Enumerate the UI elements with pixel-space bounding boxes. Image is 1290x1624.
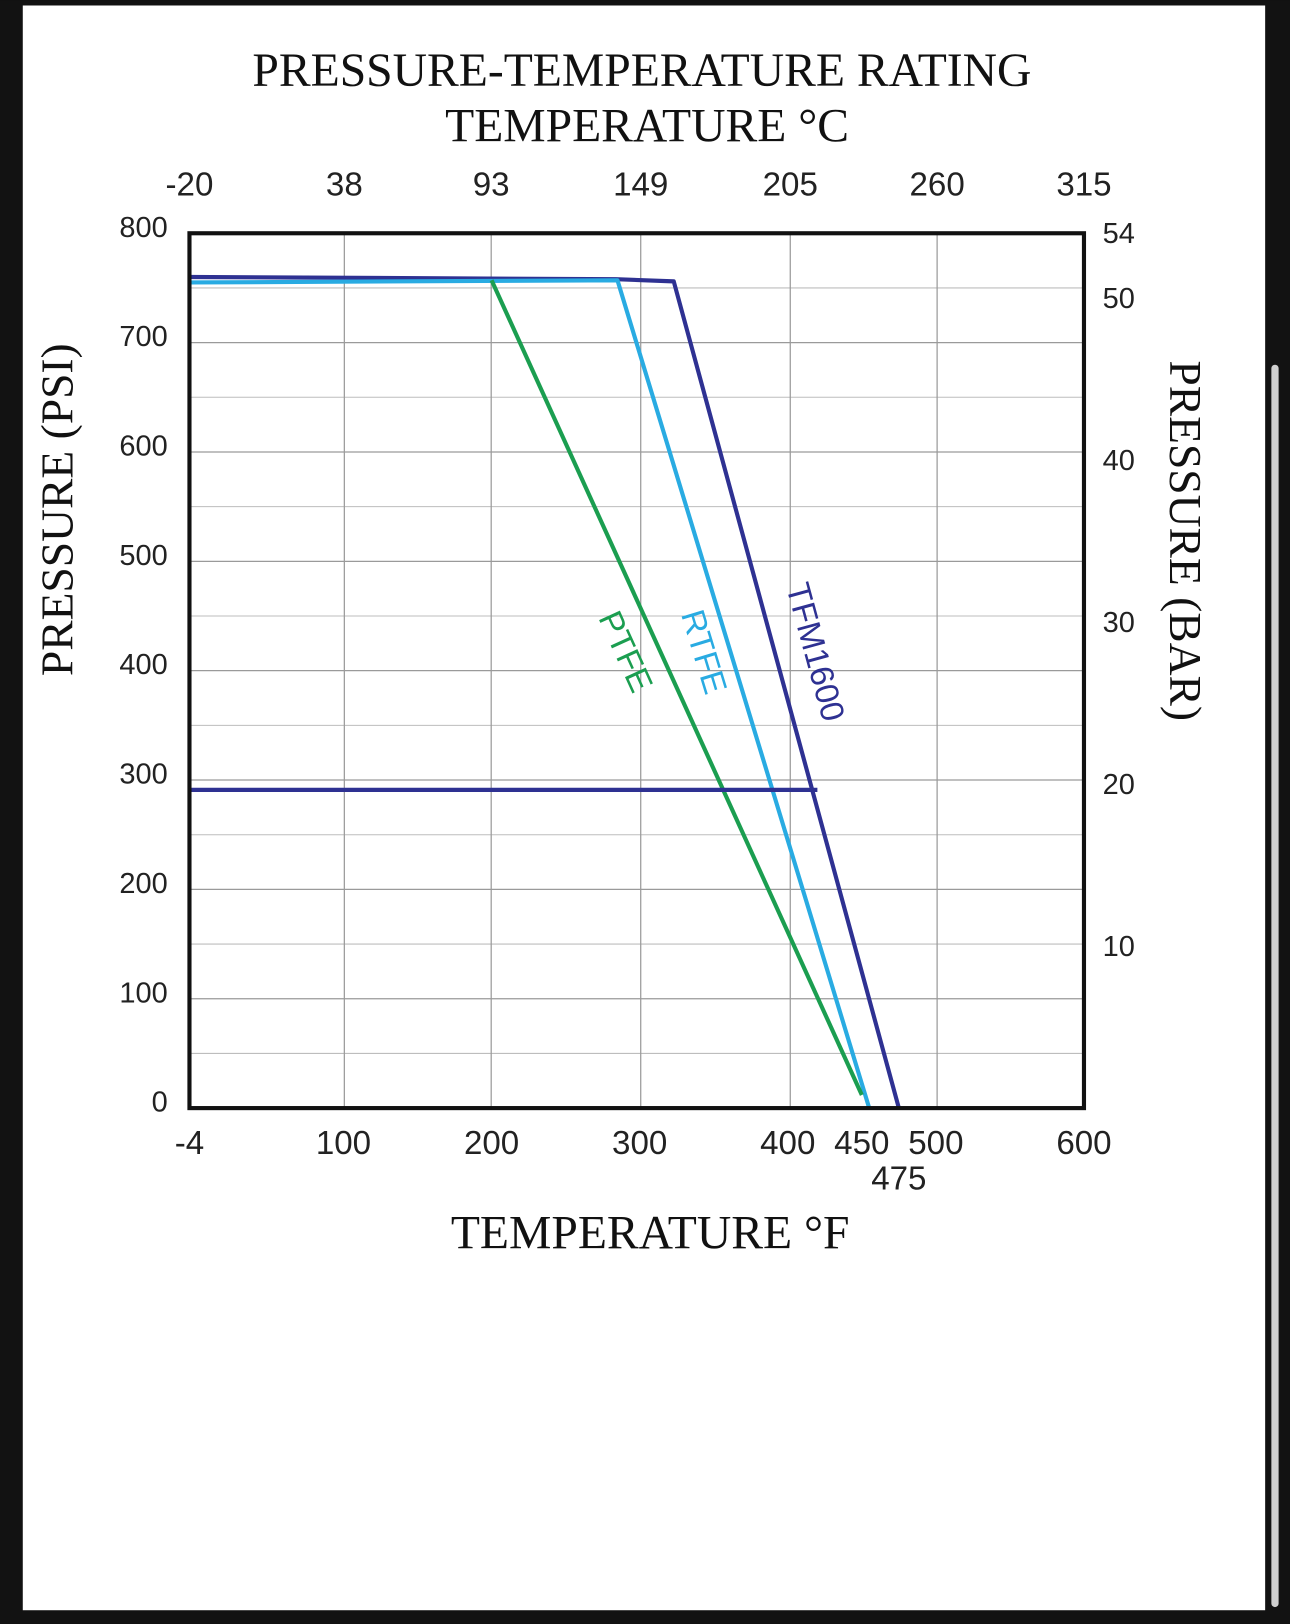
- x-tick-label: -4: [175, 1125, 204, 1162]
- chart-title: PRESSURE-TEMPERATURE RATING: [252, 45, 1031, 97]
- x-axis-title: TEMPERATURE °F: [451, 1207, 850, 1259]
- y2-axis-title: PRESSURE (BAR): [1160, 360, 1211, 721]
- x-tick-label: 600: [1056, 1125, 1111, 1162]
- y-tick-label: 500: [119, 540, 167, 572]
- y2-tick-label: 20: [1103, 769, 1135, 801]
- x2-tick-label: -20: [166, 166, 214, 203]
- x-tick-label: 100: [316, 1125, 371, 1162]
- x2-tick-label: 260: [909, 166, 964, 203]
- y-tick-label: 100: [119, 977, 167, 1009]
- x-tick-label: 500: [908, 1125, 963, 1162]
- y2-tick-label: 50: [1103, 283, 1135, 315]
- plot-frame: [187, 231, 1087, 1111]
- y-tick-label: 800: [119, 212, 167, 244]
- y2-tick-label: 40: [1103, 445, 1135, 477]
- x2-tick-label: 205: [763, 166, 818, 203]
- y-tick-label: 0: [152, 1087, 168, 1119]
- y-tick-label: 200: [119, 868, 167, 900]
- x-tick-label: 300: [612, 1125, 667, 1162]
- y2-tick-label: 54: [1103, 218, 1135, 250]
- y-tick-label: 700: [119, 321, 167, 353]
- x-tick-label: 400: [760, 1125, 815, 1162]
- x-tick-label: 450: [834, 1125, 889, 1162]
- x2-axis-title: TEMPERATURE °C: [445, 101, 849, 153]
- x-tick-label: 200: [464, 1125, 519, 1162]
- series-line: [489, 279, 864, 1096]
- y-tick-label: 300: [119, 759, 167, 791]
- y-tick-label: 400: [119, 649, 167, 681]
- x2-tick-label: 149: [613, 166, 668, 203]
- y-tick-label: 600: [119, 430, 167, 462]
- y2-tick-label: 10: [1103, 931, 1135, 963]
- x2-tick-label: 38: [326, 166, 363, 203]
- page: [22, 5, 1266, 1611]
- y-axis-title: PRESSURE (PSI): [32, 343, 83, 676]
- x-tick-label: 475: [871, 1160, 926, 1197]
- series-line: [189, 278, 872, 1109]
- x2-tick-label: 93: [473, 166, 510, 203]
- series-line: [189, 274, 901, 1109]
- scrollbar[interactable]: [1271, 364, 1279, 1608]
- y2-tick-label: 30: [1103, 607, 1135, 639]
- x2-tick-label: 315: [1056, 166, 1111, 203]
